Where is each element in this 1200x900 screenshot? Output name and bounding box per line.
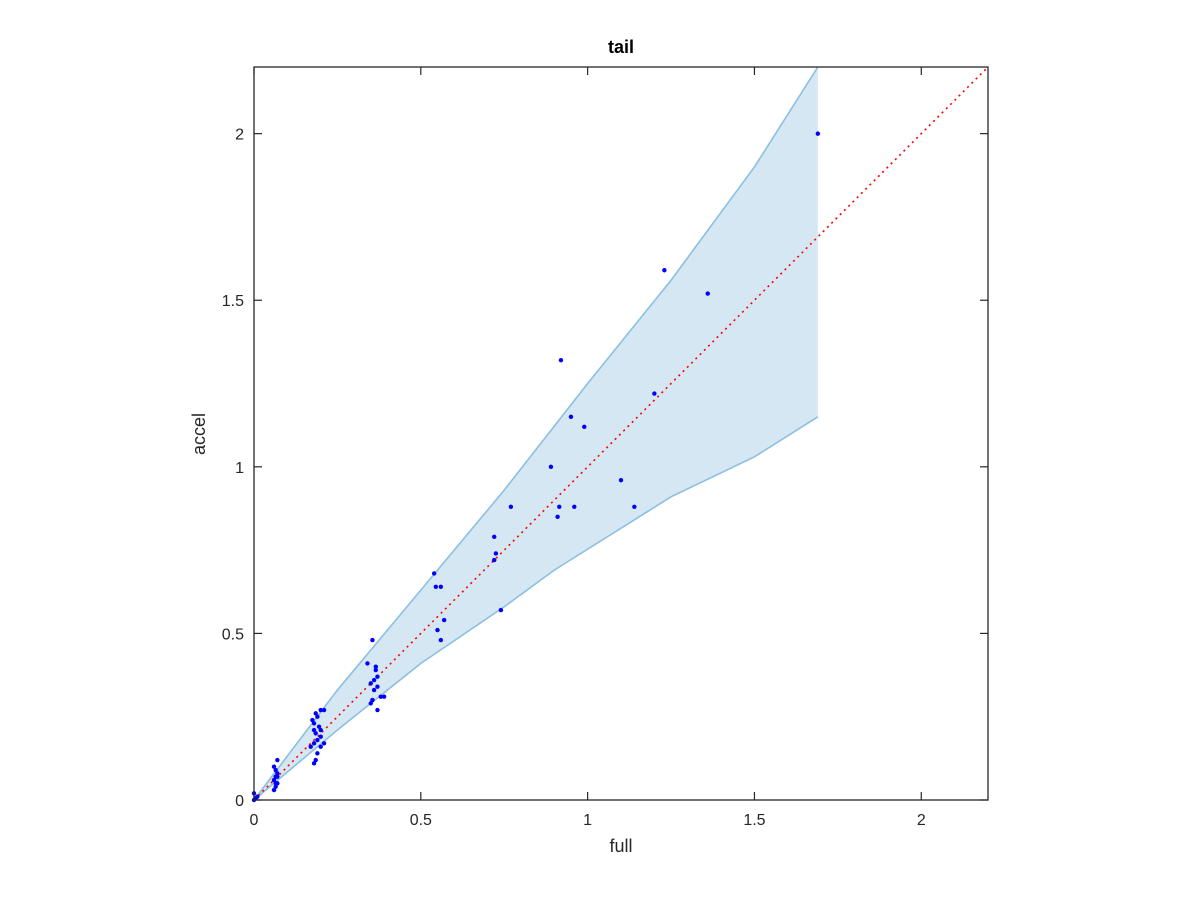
data-point	[311, 727, 317, 733]
chart-title: tail	[608, 37, 634, 57]
reference-line-layer	[253, 66, 989, 801]
plot-area: 0 0.5 1 1.5 2 0 0.5 1 1.5 2	[222, 66, 989, 829]
scatter-points	[251, 131, 821, 803]
x-tick-label: 1.5	[743, 812, 765, 829]
data-point	[311, 721, 317, 726]
data-point	[275, 771, 280, 776]
data-point	[275, 757, 280, 763]
data-point	[315, 714, 320, 719]
data-point	[313, 757, 318, 763]
data-point	[441, 617, 447, 623]
data-point	[255, 794, 260, 799]
data-point	[438, 584, 444, 589]
data-point	[275, 774, 280, 779]
confidence-band	[253, 66, 819, 801]
data-point	[381, 694, 387, 699]
data-point	[375, 707, 380, 713]
data-point	[493, 551, 499, 556]
x-tick-label: 1	[583, 812, 592, 829]
data-point	[378, 694, 383, 699]
data-point	[572, 504, 577, 509]
data-point	[311, 741, 317, 746]
data-point	[375, 674, 380, 679]
data-point	[433, 584, 439, 589]
data-point	[582, 424, 587, 430]
data-point	[311, 761, 317, 766]
data-point	[498, 607, 504, 613]
data-point	[318, 734, 323, 739]
data-point	[438, 637, 444, 643]
data-point	[373, 664, 378, 669]
data-point	[435, 627, 440, 633]
y-axis-label: accel	[189, 413, 209, 455]
data-point	[273, 784, 278, 789]
y-tick-label: 0	[235, 793, 244, 810]
data-point	[370, 697, 375, 703]
data-point	[632, 504, 637, 509]
x-tick-label: 2	[917, 812, 926, 829]
data-point	[313, 711, 318, 716]
data-point	[558, 358, 564, 363]
data-point	[318, 744, 323, 749]
data-point	[273, 781, 278, 786]
data-point	[375, 684, 380, 689]
data-point	[316, 724, 322, 729]
band-lower-edge	[253, 416, 819, 801]
y-tick-label: 2	[235, 127, 244, 144]
data-point	[492, 557, 497, 563]
x-tick-label: 0.5	[410, 812, 432, 829]
data-point	[321, 707, 327, 713]
data-point	[568, 414, 574, 420]
data-point	[273, 767, 278, 773]
data-point	[368, 701, 373, 706]
reference-line	[253, 66, 989, 801]
band-upper-edge	[253, 66, 819, 801]
data-point	[321, 741, 327, 746]
data-point	[508, 504, 514, 509]
data-point	[431, 571, 437, 576]
data-point	[308, 744, 313, 749]
data-point	[368, 681, 373, 686]
data-point	[557, 504, 562, 509]
data-point	[313, 731, 318, 736]
data-point	[318, 727, 323, 733]
data-point	[310, 717, 315, 723]
data-point	[370, 637, 375, 643]
data-point	[371, 677, 377, 683]
x-axis-label: full	[609, 836, 632, 856]
axes-frame	[253, 66, 989, 801]
data-point	[662, 268, 667, 273]
data-point	[315, 737, 320, 743]
x-tick-label: 0	[250, 812, 259, 829]
axis-ticks: 0 0.5 1 1.5 2 0 0.5 1 1.5 2	[222, 67, 988, 829]
data-point	[652, 391, 657, 396]
data-point	[555, 514, 560, 519]
data-point	[705, 291, 710, 296]
y-tick-label: 1.5	[222, 293, 244, 310]
y-tick-label: 0.5	[222, 626, 244, 643]
data-point	[373, 667, 378, 673]
data-point	[371, 687, 377, 693]
y-tick-label: 1	[235, 460, 244, 477]
data-point	[271, 777, 277, 783]
data-point	[271, 787, 277, 793]
data-point	[815, 131, 821, 136]
data-point	[492, 534, 497, 539]
data-point	[548, 464, 554, 470]
data-point	[318, 707, 323, 713]
data-point	[315, 751, 320, 756]
data-point	[271, 764, 277, 769]
data-point	[618, 477, 624, 483]
data-point	[365, 661, 370, 666]
